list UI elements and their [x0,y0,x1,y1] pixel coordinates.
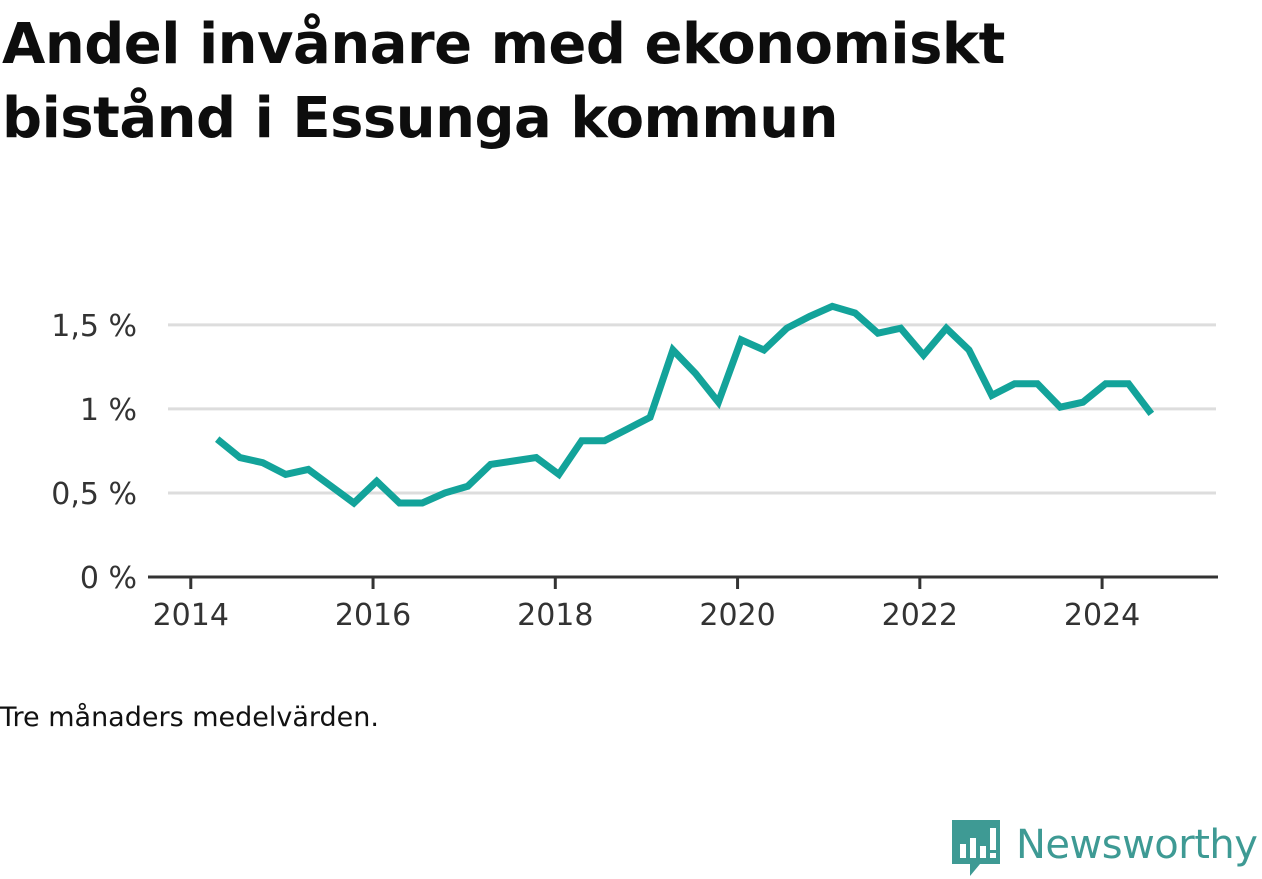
y-tick-label: 1 % [80,393,137,428]
x-tick-label: 2014 [153,598,229,633]
y-tick-labels: 0 % 0,5 % 1 % 1,5 % [51,309,137,596]
brand-name: Newsworthy [1016,822,1258,868]
chart-title: Andel invånare med ekonomiskt bistånd i … [2,12,1005,151]
line-chart: 0 % 0,5 % 1 % 1,5 % 2014 2016 2018 2020 2022 202… [51,302,1218,633]
x-tick-label: 2022 [882,598,958,633]
chart-note: Tre månaders medelvärden. [0,702,379,733]
y-tick-label: 0,5 % [51,477,137,512]
series-line [214,302,1155,508]
y-tick-label: 0 % [80,561,137,596]
x-tick-label: 2024 [1064,598,1140,633]
newsworthy-logo-icon [952,820,1000,876]
y-tick-label: 1,5 % [51,309,137,344]
x-ticks [189,577,1104,589]
x-tick-label: 2016 [335,598,411,633]
newsworthy-logo: Newsworthy [950,818,1258,878]
x-tick-label: 2020 [699,598,775,633]
x-tick-labels: 2014 2016 2018 2020 2022 2024 [153,598,1141,633]
x-tick-label: 2018 [517,598,593,633]
